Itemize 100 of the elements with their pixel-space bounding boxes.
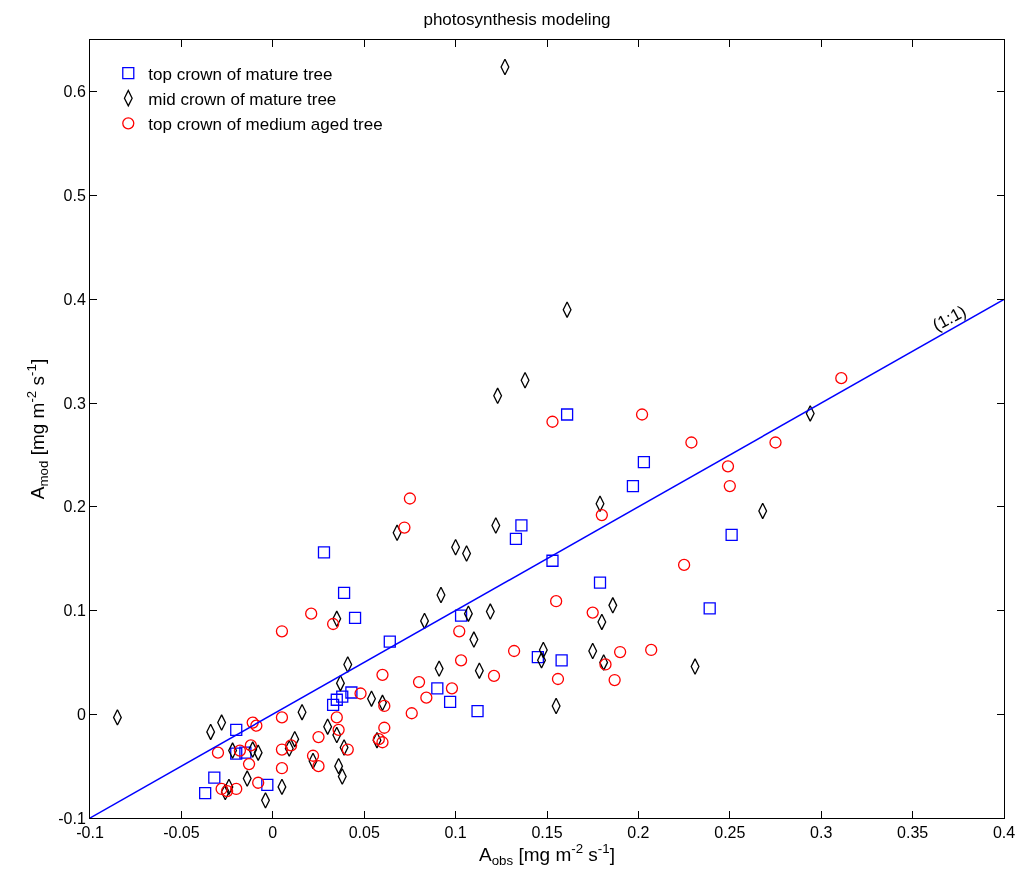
point: [211, 746, 225, 759]
point: [725, 528, 738, 541]
point: [250, 719, 263, 732]
point: [330, 711, 343, 724]
point: [275, 743, 289, 756]
point: [275, 762, 289, 775]
x-tick-label: 0.4: [992, 824, 1016, 842]
x-tick-label: -0.05: [163, 824, 200, 842]
point: [220, 784, 234, 798]
point: [721, 460, 735, 473]
y-tick-label: 0.3: [63, 394, 86, 412]
y-tick-label: 0.2: [63, 498, 86, 516]
point: [454, 654, 468, 667]
point: [345, 686, 358, 699]
point: [723, 479, 736, 493]
point: [403, 492, 417, 505]
point: [326, 698, 340, 712]
point: [487, 669, 501, 683]
x-tick-label: 0.3: [810, 824, 833, 842]
point: [378, 699, 391, 713]
chart-title: photosynthesis modeling: [423, 10, 611, 30]
point: [354, 687, 367, 700]
legend-label: mid crown of mature tree: [148, 89, 337, 109]
point: [769, 436, 782, 449]
x-axis-title: A$_{obs}$ [mg m$^{-2}$ s$^{-1}$]: [479, 841, 615, 869]
point: [599, 658, 612, 671]
point: [199, 786, 212, 800]
point: [626, 479, 640, 493]
point: [305, 607, 318, 620]
point: [246, 716, 259, 729]
point: [348, 611, 362, 624]
x-tick-label: 0.25: [714, 824, 746, 842]
point: [555, 654, 568, 667]
point: [306, 749, 320, 762]
point: [546, 415, 559, 428]
point: [326, 617, 340, 631]
point: [551, 672, 565, 686]
y-tick-label: 0.1: [63, 602, 86, 620]
point: [405, 707, 418, 720]
x-tick-label: 0.1: [444, 824, 467, 842]
point: [284, 739, 298, 752]
point: [215, 782, 228, 796]
point: [531, 651, 545, 664]
y-tick-label: 0: [76, 705, 86, 723]
point: [613, 645, 627, 659]
point: [376, 668, 389, 681]
point: [515, 519, 528, 532]
point: [317, 546, 331, 559]
point: [376, 736, 389, 749]
y-tick-label: 0.4: [63, 290, 86, 308]
point: [275, 711, 289, 724]
point: [233, 744, 247, 757]
point: [454, 609, 468, 622]
point: [560, 408, 574, 421]
point: [509, 532, 523, 546]
point: [275, 625, 289, 638]
point: [443, 695, 457, 708]
point: [252, 776, 265, 789]
point: [645, 643, 658, 657]
point: [336, 690, 349, 703]
point: [383, 635, 396, 648]
point: [337, 586, 351, 600]
point: [261, 778, 274, 791]
y-tick-label: 0.5: [63, 187, 86, 205]
x-tick-label: 0.35: [897, 824, 929, 842]
point: [230, 747, 243, 760]
point: [507, 644, 521, 658]
annotation: (1:1): [929, 301, 970, 335]
x-tick-label: 0.2: [627, 824, 650, 842]
point: [239, 746, 252, 759]
point: [230, 782, 243, 796]
point: [312, 730, 325, 744]
point: [420, 691, 433, 704]
point: [208, 771, 221, 784]
point: [677, 558, 691, 572]
point: [471, 705, 484, 718]
point: [835, 372, 848, 385]
x-tick-label: -0.1: [76, 824, 104, 842]
point: [685, 436, 698, 449]
point: [635, 408, 649, 421]
point: [608, 673, 621, 687]
x-tick-label: 0: [268, 824, 278, 842]
point: [703, 602, 716, 615]
x-tick-label: 0.15: [531, 824, 563, 842]
point: [595, 508, 608, 522]
point: [593, 576, 607, 589]
point: [230, 723, 243, 736]
point: [332, 723, 345, 736]
y-tick-label: -0.1: [58, 809, 86, 827]
point: [637, 456, 651, 469]
point: [330, 693, 343, 706]
legend-label: top crown of medium aged tree: [148, 114, 383, 134]
point: [242, 757, 256, 771]
legend-label: top crown of mature tree: [148, 64, 333, 84]
point: [546, 554, 559, 567]
point: [398, 521, 411, 534]
point: [453, 625, 466, 638]
y-tick-label: 0.6: [63, 83, 86, 101]
point: [586, 606, 599, 619]
point: [549, 595, 563, 608]
